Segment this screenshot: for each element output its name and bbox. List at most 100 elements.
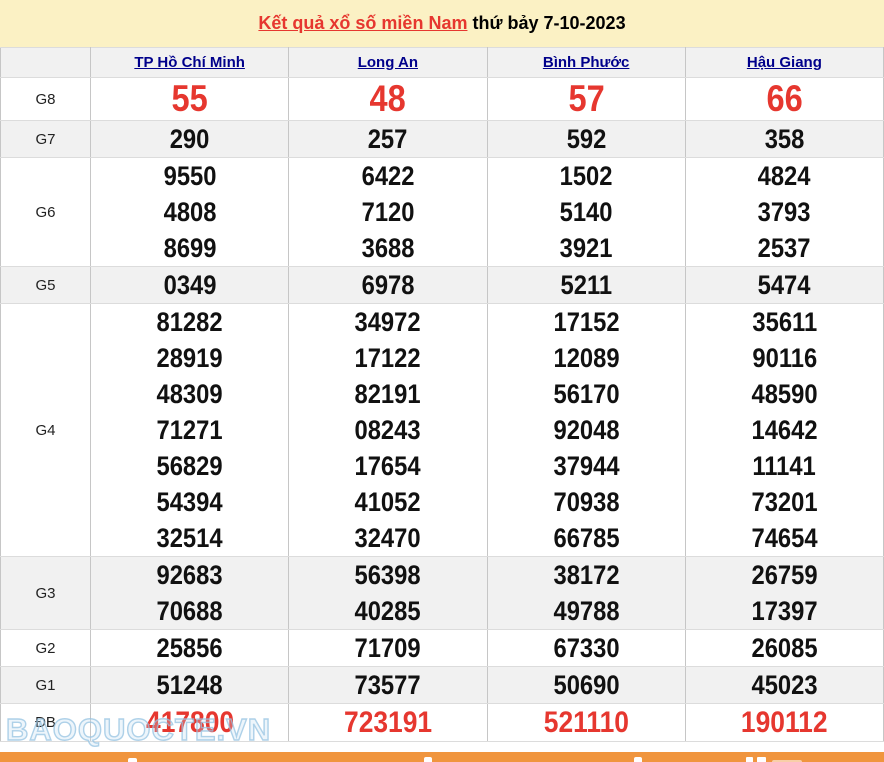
cutoff-text-fragment [634, 757, 642, 762]
prize-row-G1: G1 51248 73577 50690 45023 [0, 666, 884, 704]
cutoff-text-fragment [128, 758, 137, 762]
prize-number: 190112 [741, 706, 828, 739]
prize-number: 34972 [354, 307, 421, 337]
prize-number: 70938 [553, 487, 620, 517]
table-header-row: TP Hồ Chí Minh Long An Bình Phước Hậu Giang [0, 47, 884, 78]
prize-number: 358 [764, 124, 805, 154]
prize-cell: 67330 [486, 629, 686, 667]
prize-number: 48590 [751, 379, 818, 409]
prize-cell: 34972 17122 82191 08243 17654 41052 32470 [288, 303, 488, 557]
prize-number: 4824 [757, 161, 811, 191]
province-link-0[interactable]: TP Hồ Chí Minh [134, 53, 245, 71]
prize-cell: 81282 28919 48309 71271 56829 54394 32514 [89, 303, 290, 557]
prize-number: 521110 [543, 706, 629, 739]
prize-number: 17654 [354, 451, 421, 481]
prize-cell: 9550 4808 8699 [89, 157, 290, 267]
prize-cell: 6422 7120 3688 [288, 157, 488, 267]
prize-row-G2: G2 25856 71709 67330 26085 [0, 629, 884, 667]
row-label: G7 [0, 120, 91, 158]
prize-cell: 6978 [288, 266, 488, 304]
prize-number: 17122 [354, 343, 421, 373]
prize-row-G6: G6 9550 4808 8699 6422 7120 3688 1502 5140 3921 48… [0, 157, 884, 267]
prize-number: 54394 [156, 487, 223, 517]
prize-number: 26085 [751, 633, 818, 663]
row-label: G4 [0, 303, 91, 557]
cutoff-logo-fragment [757, 757, 766, 762]
prize-number: 55 [171, 78, 208, 119]
prize-row-ĐB: ĐB 417800 723191 521110 190112 [0, 703, 884, 742]
prize-cell: 1502 5140 3921 [486, 157, 686, 267]
prize-cell: 56398 40285 [288, 556, 488, 630]
prize-number: 48309 [156, 379, 223, 409]
prize-number: 45023 [751, 670, 818, 700]
prize-cell: 5211 [486, 266, 686, 304]
row-label: G2 [0, 629, 91, 667]
province-link-3[interactable]: Hậu Giang [746, 53, 822, 71]
prize-number: 3921 [559, 233, 613, 263]
column-header-cell: Bình Phước [486, 47, 686, 78]
prize-number: 5140 [559, 197, 613, 227]
prize-number: 11141 [752, 451, 817, 481]
prize-cell: 50690 [486, 666, 686, 704]
prize-cell: 48 [288, 77, 488, 121]
prize-number: 73577 [354, 670, 421, 700]
prize-number: 56398 [354, 560, 421, 590]
prize-cell: 290 [89, 120, 290, 158]
prize-number: 8699 [163, 233, 217, 263]
prize-cell: 358 [684, 120, 884, 158]
row-label: G6 [0, 157, 91, 267]
title-date: thứ bảy 7-10-2023 [467, 13, 626, 33]
prize-row-G3: G3 92683 70688 56398 40285 38172 49788 26759 173… [0, 556, 884, 630]
prize-number: 51248 [156, 670, 223, 700]
row-label: G5 [0, 266, 91, 304]
province-link-1[interactable]: Long An [357, 53, 418, 71]
prize-number: 50690 [553, 670, 620, 700]
cutoff-text-fragment [424, 757, 432, 762]
prize-cell: 0349 [89, 266, 290, 304]
prize-number: 38172 [553, 560, 620, 590]
results-table: TP Hồ Chí Minh Long An Bình Phước Hậu Giang… [0, 47, 884, 742]
prize-number: 71709 [354, 633, 421, 663]
prize-number: 73201 [751, 487, 818, 517]
prize-number: 08243 [354, 415, 421, 445]
row-label: ĐB [0, 703, 91, 742]
prize-cell: 38172 49788 [486, 556, 686, 630]
prize-cell: 51248 [89, 666, 290, 704]
prize-cell: 521110 [486, 703, 686, 742]
title-link[interactable]: Kết quả xổ số miền Nam [258, 13, 468, 33]
prize-number: 4808 [163, 197, 217, 227]
prize-cell: 71709 [288, 629, 488, 667]
prize-number: 5211 [560, 270, 612, 300]
prize-cell: 57 [486, 77, 686, 121]
prize-number: 92048 [553, 415, 620, 445]
prize-cell: 5474 [684, 266, 884, 304]
corner-cell [0, 47, 91, 78]
row-label: G3 [0, 556, 91, 630]
prize-cell: 66 [684, 77, 884, 121]
prize-number: 3688 [361, 233, 415, 263]
prize-number: 57 [568, 78, 605, 119]
prize-cell: 26085 [684, 629, 884, 667]
province-link-2[interactable]: Bình Phước [542, 53, 630, 71]
prize-number: 12089 [553, 343, 620, 373]
column-header-cell: Long An [288, 47, 488, 78]
prize-row-G8: G8 55 48 57 66 [0, 77, 884, 121]
prize-number: 56829 [156, 451, 223, 481]
prize-number: 40285 [354, 596, 421, 626]
prize-number: 74654 [751, 523, 818, 553]
bottom-orange-bar [0, 752, 884, 762]
prize-number: 71271 [156, 415, 223, 445]
prize-number: 66785 [553, 523, 620, 553]
prize-row-G7: G7 290 257 592 358 [0, 120, 884, 158]
prize-number: 81282 [156, 307, 223, 337]
prize-number: 1502 [559, 161, 613, 191]
title-bar: Kết quả xổ số miền Nam thứ bảy 7-10-2023 [0, 0, 884, 47]
cutoff-logo-fragment [772, 760, 802, 762]
prize-cell: 417800 [89, 703, 290, 742]
cutoff-logo-fragment [746, 757, 753, 762]
prize-number: 70688 [156, 596, 223, 626]
prize-number: 92683 [156, 560, 223, 590]
prize-number: 6422 [361, 161, 415, 191]
prize-number: 26759 [751, 560, 818, 590]
prize-cell: 55 [89, 77, 290, 121]
